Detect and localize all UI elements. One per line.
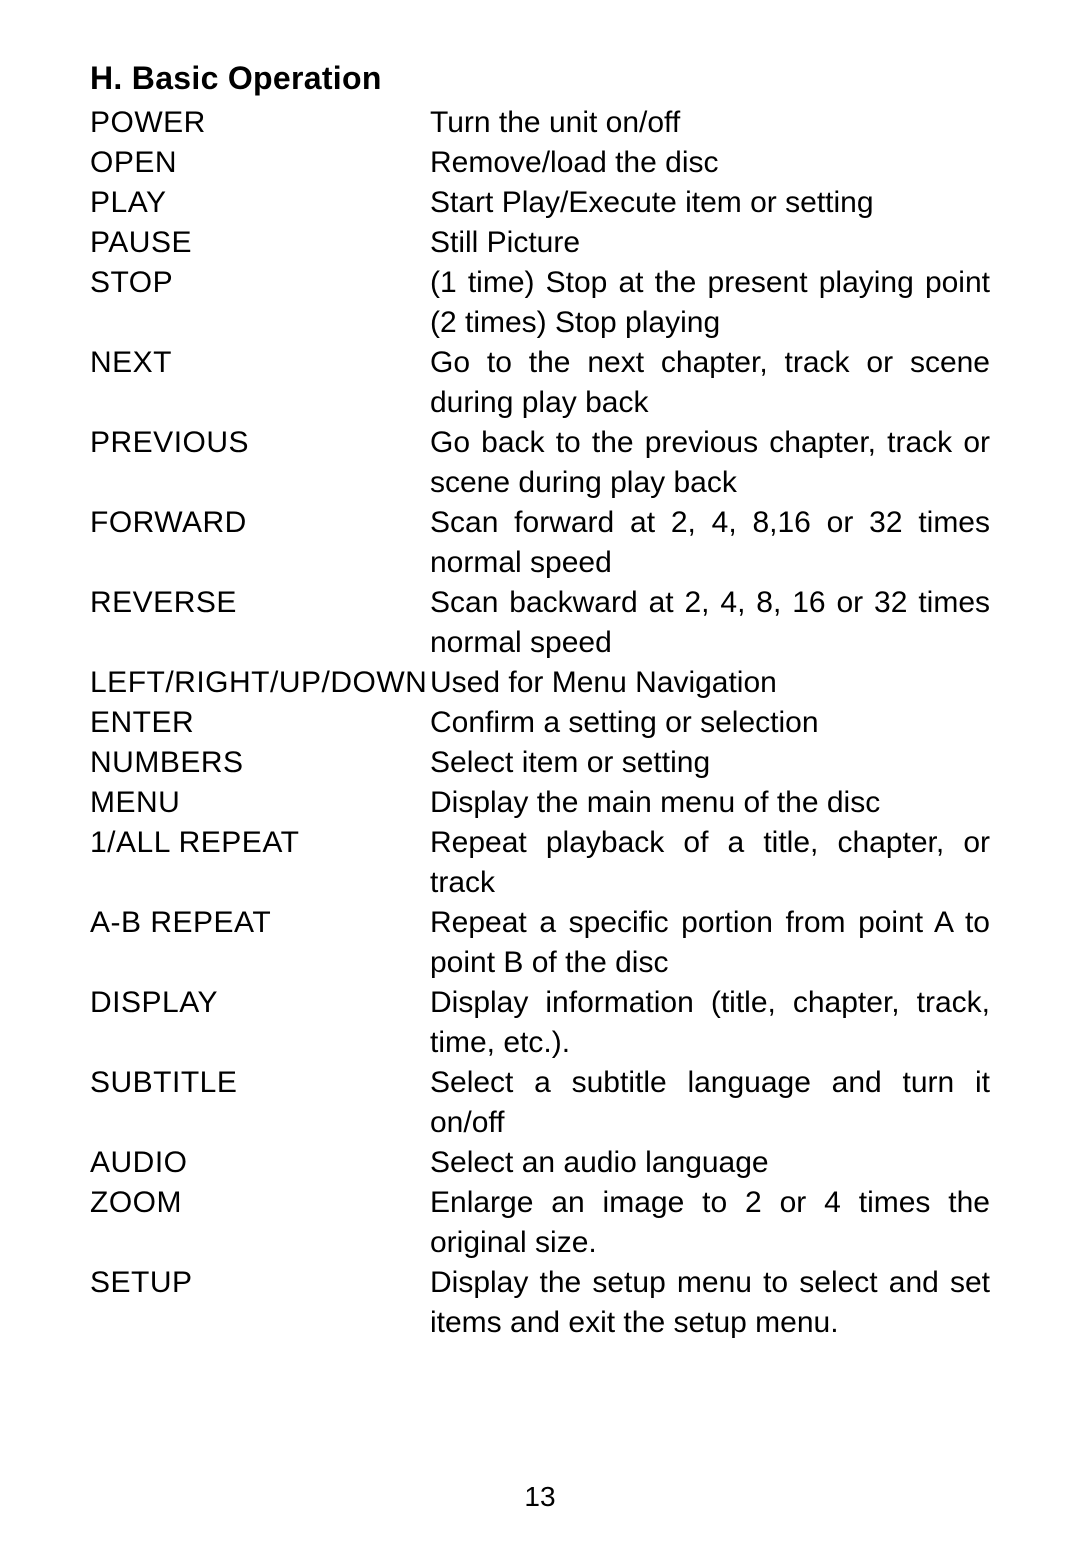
operation-row: A-B REPEAT Repeat a specific portion fro… — [90, 903, 990, 983]
operation-term: PLAY — [90, 183, 430, 223]
operation-row: POWER Turn the unit on/off — [90, 103, 990, 143]
operation-term: A-B REPEAT — [90, 903, 430, 943]
operation-term: AUDIO — [90, 1143, 430, 1183]
operation-row: REVERSE Scan backward at 2, 4, 8, 16 or … — [90, 583, 990, 663]
operation-row: SUBTITLE Select a subtitle language and … — [90, 1063, 990, 1143]
operation-term: STOP — [90, 263, 430, 303]
operation-desc: Enlarge an image to 2 or 4 times the ori… — [430, 1183, 990, 1263]
operation-desc: (1 time) Stop at the present playing poi… — [430, 263, 990, 343]
operation-term: POWER — [90, 103, 430, 143]
operation-desc: Still Picture — [430, 223, 990, 263]
operation-row: LEFT/RIGHT/UP/DOWN Used for Menu Navigat… — [90, 663, 990, 703]
operation-term: FORWARD — [90, 503, 430, 543]
operation-desc: Display the setup menu to select and set… — [430, 1263, 990, 1343]
operation-desc: Select an audio language — [430, 1143, 990, 1183]
operation-term: ZOOM — [90, 1183, 430, 1223]
operation-desc: Confirm a setting or selection — [430, 703, 990, 743]
operation-desc: Start Play/Execute item or setting — [430, 183, 990, 223]
operation-row: ZOOM Enlarge an image to 2 or 4 times th… — [90, 1183, 990, 1263]
operation-row: PREVIOUS Go back to the previous chapter… — [90, 423, 990, 503]
operation-term: MENU — [90, 783, 430, 823]
operation-row: OPEN Remove/load the disc — [90, 143, 990, 183]
operation-term: NUMBERS — [90, 743, 430, 783]
operation-row: MENU Display the main menu of the disc — [90, 783, 990, 823]
operation-row: ENTER Confirm a setting or selection — [90, 703, 990, 743]
operation-term: LEFT/RIGHT/UP/DOWN — [90, 663, 430, 703]
page-number: 13 — [0, 1481, 1080, 1513]
operation-desc: Go to the next chapter, track or scene d… — [430, 343, 990, 423]
operation-desc: Repeat playback of a title, chapter, or … — [430, 823, 990, 903]
operation-desc: Scan forward at 2, 4, 8,16 or 32 times n… — [430, 503, 990, 583]
operation-term: DISPLAY — [90, 983, 430, 1023]
operation-term: PREVIOUS — [90, 423, 430, 463]
operation-row: SETUP Display the setup menu to select a… — [90, 1263, 990, 1343]
operation-row: PLAY Start Play/Execute item or setting — [90, 183, 990, 223]
operation-row: STOP (1 time) Stop at the present playin… — [90, 263, 990, 343]
operation-term: 1/ALL REPEAT — [90, 823, 430, 863]
operation-desc: Used for Menu Navigation — [430, 663, 990, 703]
operation-row: PAUSE Still Picture — [90, 223, 990, 263]
operation-desc: Select a subtitle language and turn it o… — [430, 1063, 990, 1143]
operation-desc: Display the main menu of the disc — [430, 783, 990, 823]
operation-row: AUDIO Select an audio language — [90, 1143, 990, 1183]
operation-term: NEXT — [90, 343, 430, 383]
operation-row: FORWARD Scan forward at 2, 4, 8,16 or 32… — [90, 503, 990, 583]
operation-term: ENTER — [90, 703, 430, 743]
operation-row: DISPLAY Display information (title, chap… — [90, 983, 990, 1063]
operation-term: REVERSE — [90, 583, 430, 623]
document-page: H. Basic Operation POWER Turn the unit o… — [0, 0, 1080, 1563]
operation-desc: Go back to the previous chapter, track o… — [430, 423, 990, 503]
operations-list: POWER Turn the unit on/off OPEN Remove/l… — [90, 103, 990, 1343]
operation-desc: Remove/load the disc — [430, 143, 990, 183]
operation-desc: Select item or setting — [430, 743, 990, 783]
operation-row: NEXT Go to the next chapter, track or sc… — [90, 343, 990, 423]
operation-desc: Scan backward at 2, 4, 8, 16 or 32 times… — [430, 583, 990, 663]
operation-term: PAUSE — [90, 223, 430, 263]
operation-desc: Repeat a specific portion from point A t… — [430, 903, 990, 983]
operation-desc: Turn the unit on/off — [430, 103, 990, 143]
section-heading: H. Basic Operation — [90, 60, 990, 97]
operation-term: SETUP — [90, 1263, 430, 1303]
operation-row: 1/ALL REPEAT Repeat playback of a title,… — [90, 823, 990, 903]
operation-term: SUBTITLE — [90, 1063, 430, 1103]
operation-term: OPEN — [90, 143, 430, 183]
operation-row: NUMBERS Select item or setting — [90, 743, 990, 783]
operation-desc: Display information (title, chapter, tra… — [430, 983, 990, 1063]
